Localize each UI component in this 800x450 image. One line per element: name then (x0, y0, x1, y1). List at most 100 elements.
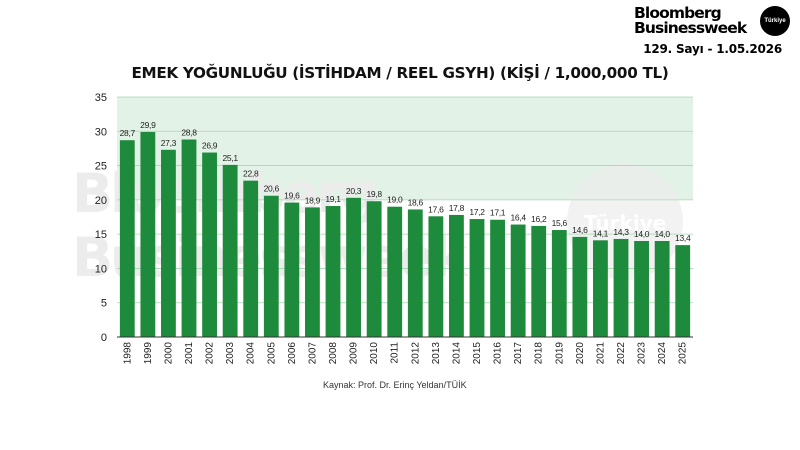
data-label: 17,1 (490, 208, 506, 218)
data-label: 16,2 (531, 214, 547, 224)
bar (366, 201, 382, 337)
x-tick-label: 1999 (143, 342, 154, 365)
x-tick-label: 2004 (246, 342, 257, 365)
bar (305, 207, 320, 337)
data-label: 18,9 (305, 195, 321, 205)
data-label: 18,6 (408, 197, 424, 207)
x-tick-label: 2011 (390, 342, 401, 364)
x-tick-label: 1998 (122, 342, 133, 365)
data-label: 16,4 (510, 213, 526, 223)
x-tick-label: 2000 (163, 342, 174, 365)
data-label: 19,8 (366, 189, 382, 199)
data-label: 14,0 (654, 229, 670, 239)
bar (634, 241, 649, 337)
x-tick-label: 2013 (431, 342, 442, 365)
data-label: 28,7 (120, 128, 136, 138)
x-tick-label: 2010 (369, 342, 380, 365)
bar (284, 202, 300, 337)
y-tick-label: 20 (95, 195, 107, 207)
brand-logo: Bloomberg Businessweek (634, 4, 747, 37)
bar (263, 195, 279, 337)
bar (325, 206, 341, 337)
x-tick-label: 2007 (307, 342, 318, 365)
bar (202, 152, 217, 337)
x-tick-label: 2002 (205, 342, 216, 365)
data-label: 29,9 (140, 120, 156, 130)
y-tick-label: 25 (95, 161, 107, 173)
bar (593, 240, 608, 337)
bar (243, 180, 259, 337)
bar (510, 224, 526, 337)
data-label: 19,0 (387, 195, 403, 205)
brand-line-1: Bloomberg (634, 4, 722, 22)
y-tick-label: 35 (95, 92, 107, 104)
data-label: 15,6 (552, 218, 568, 228)
data-label: 14,1 (593, 228, 609, 238)
bar (387, 206, 403, 337)
data-label: 20,3 (346, 186, 362, 196)
data-label: 26,9 (202, 141, 218, 151)
data-label: 27,3 (161, 138, 177, 148)
x-tick-label: 2024 (657, 342, 668, 365)
data-label: 22,8 (243, 169, 259, 179)
data-label: 19,6 (284, 191, 300, 201)
turkiye-badge: Türkiye (760, 6, 790, 36)
x-tick-label: 2016 (493, 342, 504, 365)
data-label: 20,6 (264, 184, 280, 194)
x-tick-label: 2006 (287, 342, 298, 365)
bar (675, 245, 691, 337)
source-note: Kaynak: Prof. Dr. Erinç Yeldan/TÜİK (323, 380, 467, 390)
y-tick-label: 0 (101, 332, 107, 344)
x-tick-label: 2020 (575, 342, 586, 365)
bar (551, 230, 567, 337)
data-label: 28,8 (181, 128, 197, 138)
x-tick-label: 2022 (616, 342, 627, 365)
bar (222, 164, 238, 337)
x-tick-label: 2015 (472, 342, 483, 365)
bar (161, 149, 176, 337)
x-tick-label: 2012 (410, 342, 421, 365)
data-label: 17,6 (428, 204, 444, 214)
data-label: 13,4 (675, 233, 691, 243)
bar (531, 225, 547, 337)
chart-title: EMEK YOĞUNLUĞU (İSTİHDAM / REEL GSYH) (K… (131, 64, 669, 82)
data-label: 19,1 (325, 194, 341, 204)
data-label: 25,1 (222, 153, 238, 163)
x-tick-label: 2025 (678, 342, 689, 365)
brand-line-2: Businessweek (634, 19, 747, 37)
x-tick-label: 2017 (513, 342, 524, 365)
x-tick-label: 2003 (225, 342, 236, 365)
y-tick-label: 30 (95, 126, 107, 138)
x-tick-label: 2008 (328, 342, 339, 365)
issue-info: 129. Sayı - 1.05.2026 (643, 42, 782, 56)
x-tick-label: 2023 (637, 342, 648, 365)
data-label: 14,3 (613, 227, 629, 237)
bar (346, 197, 361, 337)
x-tick-label: 2021 (595, 342, 606, 365)
bar (449, 214, 464, 337)
data-label: 14,0 (634, 229, 650, 239)
bar (572, 236, 588, 337)
x-tick-label: 2009 (349, 342, 360, 365)
bar (613, 238, 629, 337)
y-tick-label: 10 (95, 263, 107, 275)
bar (407, 209, 423, 337)
bar (428, 216, 444, 337)
data-label: 17,8 (449, 203, 465, 213)
x-tick-label: 2001 (184, 342, 195, 365)
y-tick-label: 5 (101, 298, 107, 310)
x-tick-label: 2018 (534, 342, 545, 365)
x-tick-label: 2014 (451, 342, 462, 365)
bar (119, 140, 135, 337)
shaded-band (117, 97, 693, 132)
x-tick-label: 2005 (266, 342, 277, 365)
x-tick-label: 2019 (554, 342, 565, 365)
data-label: 17,2 (469, 207, 485, 217)
data-label: 14,6 (572, 225, 588, 235)
bar (140, 131, 156, 337)
watermark-badge-label: Türkiye (584, 211, 667, 235)
bar (469, 219, 485, 337)
bar (490, 219, 505, 337)
bar (181, 139, 197, 337)
